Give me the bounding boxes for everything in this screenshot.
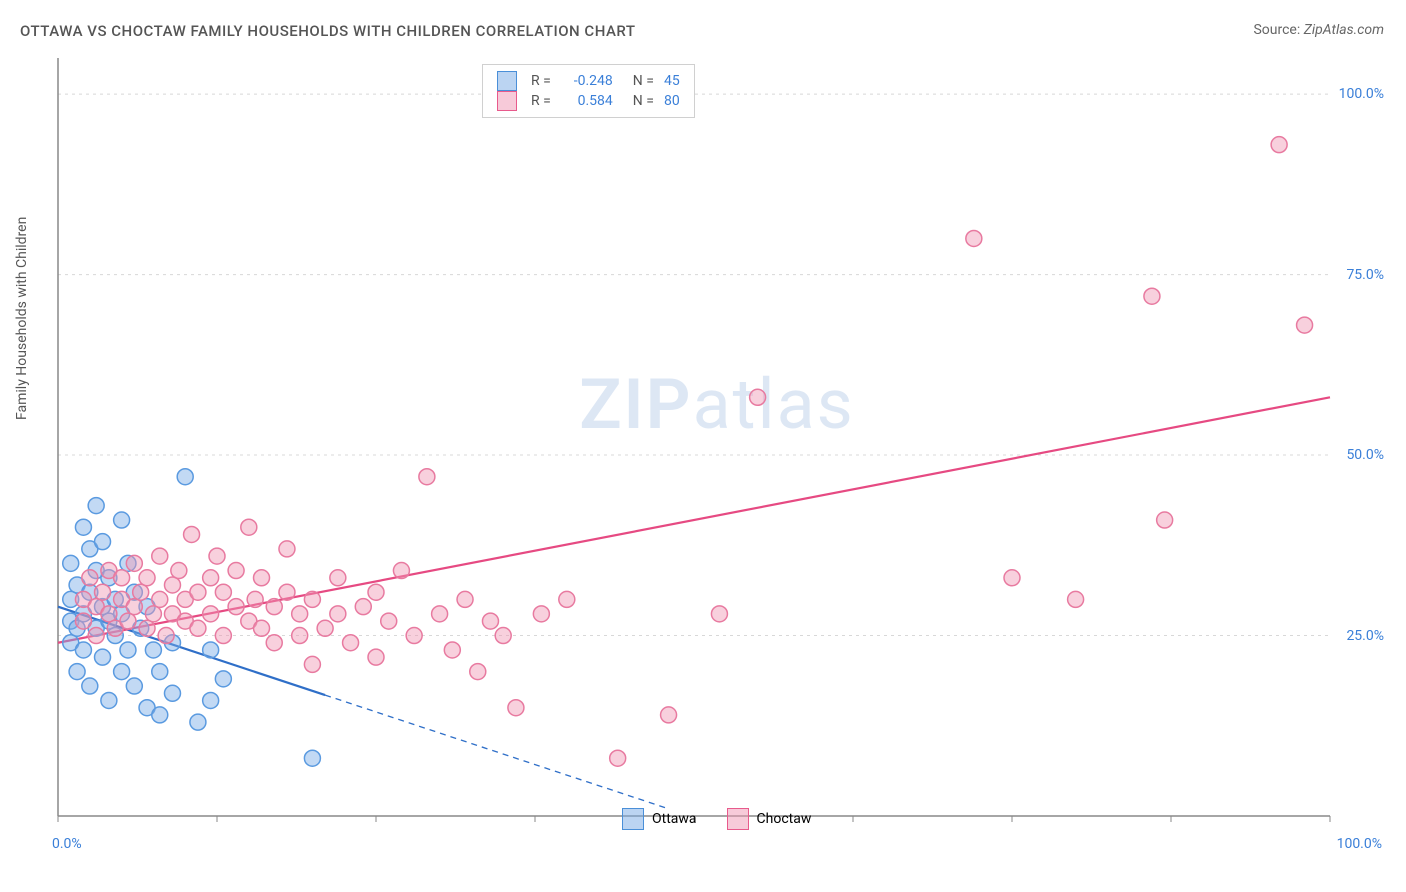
swatch-choctaw bbox=[727, 808, 749, 830]
n-value-choctaw: 80 bbox=[664, 93, 680, 109]
y-axis-label: Family Households with Children bbox=[14, 217, 30, 420]
source-prefix: Source: bbox=[1253, 22, 1303, 38]
chart-title: OTTAWA VS CHOCTAW FAMILY HOUSEHOLDS WITH… bbox=[20, 22, 636, 40]
legend-label-ottawa: Ottawa bbox=[652, 811, 697, 827]
scatter-plot-svg bbox=[52, 58, 1382, 828]
source-attribution: Source: ZipAtlas.com bbox=[1253, 22, 1384, 38]
swatch-ottawa bbox=[622, 808, 644, 830]
r-label: R = bbox=[531, 73, 551, 89]
y-tick-label: 50.0% bbox=[1346, 447, 1384, 463]
x-axis-min-label: 0.0% bbox=[52, 836, 82, 852]
y-tick-label: 25.0% bbox=[1346, 628, 1384, 644]
swatch-ottawa bbox=[497, 71, 517, 91]
n-value-ottawa: 45 bbox=[664, 73, 680, 89]
legend-item-ottawa: Ottawa bbox=[622, 808, 697, 830]
legend-item-choctaw: Choctaw bbox=[727, 808, 812, 830]
legend-row-ottawa: R = -0.248 N = 45 bbox=[497, 71, 680, 91]
source-name: ZipAtlas.com bbox=[1304, 22, 1384, 38]
n-label: N = bbox=[633, 93, 654, 109]
n-label: N = bbox=[633, 73, 654, 89]
correlation-legend: R = -0.248 N = 45 R = 0.584 N = 80 bbox=[482, 64, 695, 118]
legend-label-choctaw: Choctaw bbox=[757, 811, 812, 827]
x-axis-max-label: 100.0% bbox=[1337, 836, 1382, 852]
chart-area: ZIPatlas R = -0.248 N = 45 R = 0.584 N =… bbox=[52, 58, 1382, 828]
y-tick-label: 75.0% bbox=[1346, 267, 1384, 283]
y-tick-label: 100.0% bbox=[1339, 86, 1384, 102]
legend-row-choctaw: R = 0.584 N = 80 bbox=[497, 91, 680, 111]
swatch-choctaw bbox=[497, 91, 517, 111]
r-value-ottawa: -0.248 bbox=[561, 73, 613, 89]
series-legend: Ottawa Choctaw bbox=[622, 808, 811, 830]
r-label: R = bbox=[531, 93, 551, 109]
r-value-choctaw: 0.584 bbox=[561, 93, 613, 109]
